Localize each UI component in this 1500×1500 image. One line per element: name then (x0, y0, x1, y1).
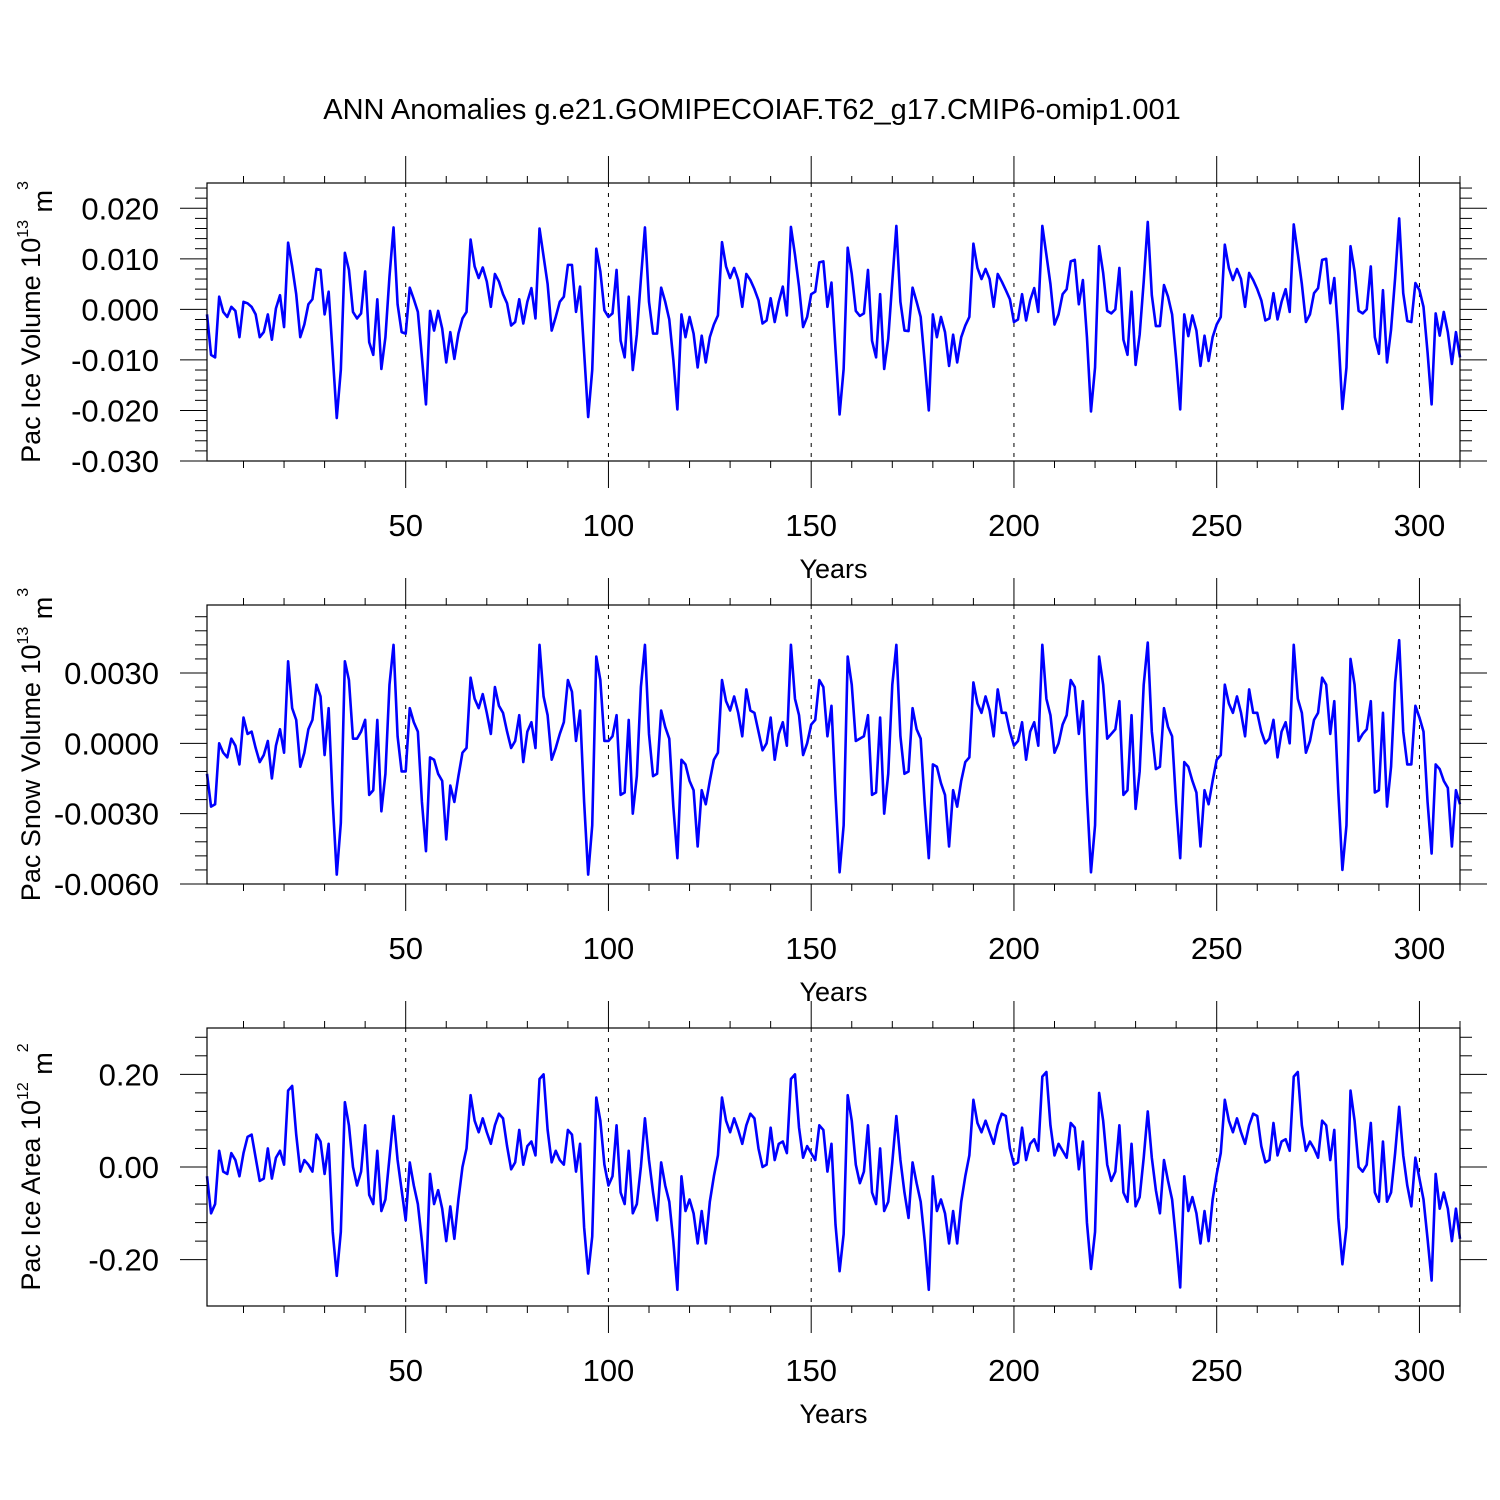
y-tick-label: 0.0000 (64, 726, 159, 761)
x-tick-label: 150 (785, 508, 837, 543)
y-tick-label: 0.000 (81, 292, 159, 327)
x-axis-label: Years (799, 554, 867, 584)
x-tick-label: 250 (1191, 1353, 1243, 1388)
x-tick-label: 50 (388, 931, 422, 966)
y-axis-label-sup: 13 (15, 220, 32, 238)
y-axis-label-sup: 12 (15, 1082, 32, 1100)
y-axis-label-unit-sup: 3 (15, 588, 32, 597)
series-line-snow-volume (205, 638, 1462, 876)
y-tick-label: -0.030 (71, 444, 159, 479)
y-tick-label: 0.00 (99, 1150, 159, 1185)
panel-ice-area: 50 100 150 200 250 300 -0.20 0.00 0.20 Years Pac I… (15, 1001, 1487, 1429)
y-axis-label-sup: 13 (15, 627, 32, 645)
y-axis-label-unit: m (28, 190, 58, 220)
x-tick-label: 200 (988, 1353, 1040, 1388)
y-axis-label-unit: m (28, 1052, 58, 1082)
x-tick-label: 300 (1394, 1353, 1446, 1388)
y-tick-label: -0.0060 (54, 867, 159, 902)
panel-snow-volume: 50 100 150 200 250 300 -0.0060 -0.0030 0.0000 0.0… (15, 578, 1487, 1007)
x-tick-label: 50 (388, 1353, 422, 1388)
series-line-ice-volume (205, 217, 1462, 420)
x-tick-label: 100 (583, 1353, 635, 1388)
x-tick-label: 100 (583, 508, 635, 543)
y-axis-label-unit-sup: 3 (15, 181, 32, 190)
x-tick-label: 250 (1191, 931, 1243, 966)
plot-frame (206, 604, 1461, 885)
x-axis-label: Years (799, 1399, 867, 1429)
x-tick-label: 300 (1394, 931, 1446, 966)
x-tick-label: 250 (1191, 508, 1243, 543)
x-tick-label: 150 (785, 1353, 837, 1388)
y-axis-label-main: Pac Snow Volume 10 (16, 645, 46, 902)
plot-frame (206, 182, 1461, 462)
y-axis-label-main: Pac Ice Volume 10 (16, 238, 46, 463)
y-tick-label: -0.010 (71, 343, 159, 378)
y-axis-label-unit: m (28, 597, 58, 627)
y-axis-label: Pac Ice Area 1012 m2 (15, 1043, 58, 1290)
x-tick-label: 200 (988, 931, 1040, 966)
y-axis-label-unit-sup: 2 (15, 1043, 32, 1052)
y-tick-label: -0.020 (71, 393, 159, 428)
y-tick-label: -0.0030 (54, 797, 159, 832)
x-tick-label: 100 (583, 931, 635, 966)
x-tick-label: 300 (1394, 508, 1446, 543)
y-tick-label: 0.020 (81, 191, 159, 226)
panel-ice-volume: 50 100 150 200 250 300 -0.030 -0.020 -0.010 0.000… (15, 156, 1487, 584)
x-tick-label: 150 (785, 931, 837, 966)
x-axis-label: Years (799, 977, 867, 1007)
series-line-ice-area (205, 1070, 1462, 1292)
y-tick-label: 0.010 (81, 242, 159, 277)
y-tick-label: 0.20 (99, 1057, 159, 1092)
y-axis-label: Pac Snow Volume 1013 m3 (15, 588, 58, 901)
y-axis-label: Pac Ice Volume 1013 m3 (15, 181, 58, 463)
plot-frame (206, 1027, 1461, 1307)
chart-title: ANN Anomalies g.e21.GOMIPECOIAF.T62_g17.… (323, 94, 1181, 126)
x-tick-label: 200 (988, 508, 1040, 543)
y-tick-label: 0.0030 (64, 656, 159, 691)
y-tick-label: -0.20 (88, 1243, 159, 1278)
x-tick-label: 50 (388, 508, 422, 543)
y-axis-label-main: Pac Ice Area 10 (16, 1100, 46, 1291)
